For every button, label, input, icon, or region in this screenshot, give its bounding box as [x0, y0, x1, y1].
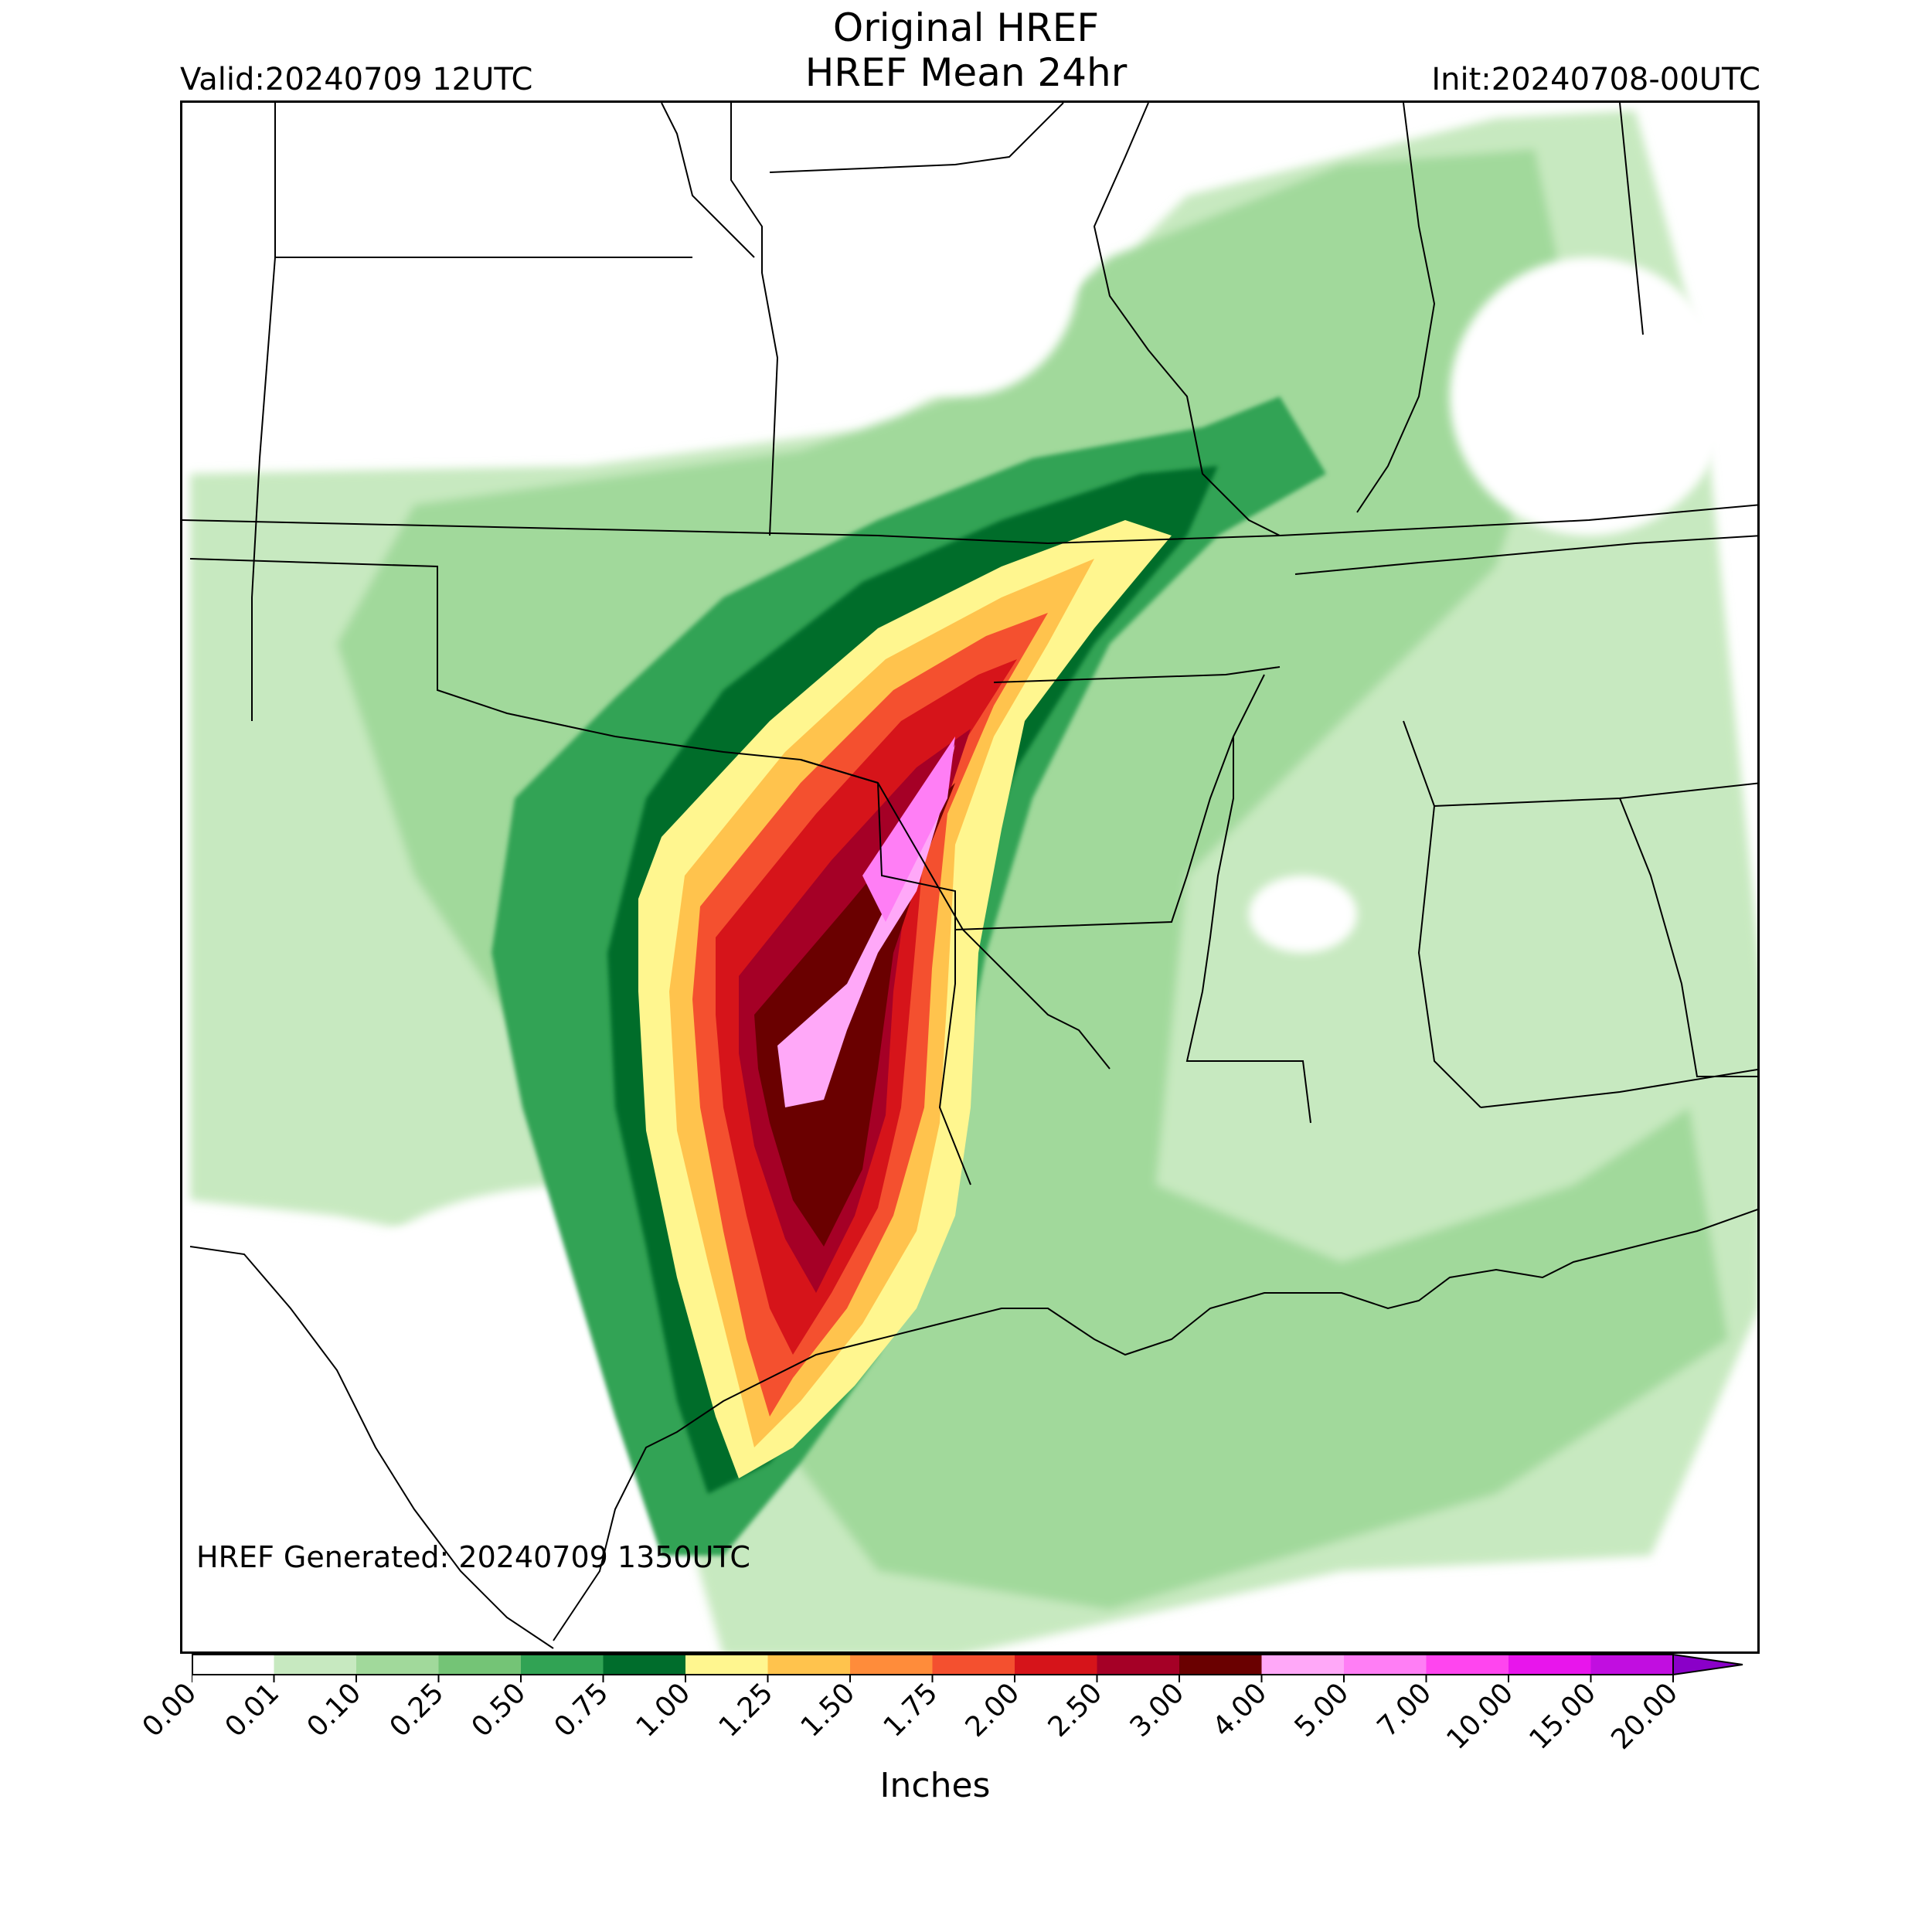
generated-time: HREF Generated: 20240709 1350UTC	[196, 1540, 750, 1574]
colorbar-tick-label: 7.00	[1371, 1677, 1437, 1743]
colorbar-tick-label: 0.25	[383, 1677, 450, 1743]
colorbar-tick-label: 0.00	[136, 1677, 203, 1743]
colorbar-segment	[356, 1655, 439, 1675]
colorbar-segment	[1590, 1655, 1673, 1675]
colorbar-tick-label: 4.00	[1206, 1677, 1273, 1743]
colorbar-tick-label: 5.00	[1288, 1677, 1355, 1743]
colorbar-tick-label: 2.00	[959, 1677, 1026, 1743]
colorbar-tick-label: 1.25	[713, 1677, 779, 1743]
colorbar-tick-label: 0.01	[219, 1677, 285, 1743]
map-annotation: HREF Generated: 20240709 1350UTC	[196, 1540, 750, 1574]
precipitation-map: HREF Generated: 20240709 1350UTC	[180, 100, 1760, 1654]
valid-time: Valid:20240709 12UTC	[180, 62, 533, 97]
colorbar-segment	[932, 1655, 1015, 1675]
colorbar-tick-label: 20.00	[1605, 1677, 1685, 1757]
colorbar-segment	[192, 1655, 274, 1675]
colorbar-segment	[1015, 1655, 1097, 1675]
colorbar-segment	[1509, 1655, 1591, 1675]
colorbar-tick-label: 1.00	[630, 1677, 697, 1743]
colorbar-tick-label: 0.75	[548, 1677, 614, 1743]
colorbar-tick-label: 10.00	[1440, 1677, 1520, 1757]
colorbar-extend-arrow	[1672, 1653, 1743, 1676]
colorbar-segment	[438, 1655, 521, 1675]
rain-band	[492, 396, 1326, 1556]
colorbar-segment	[1097, 1655, 1179, 1675]
colorbar-segment	[521, 1655, 604, 1675]
colorbar-tick-label: 1.50	[794, 1677, 862, 1743]
colorbar-tick-label: 1.75	[877, 1677, 944, 1743]
colorbar-tick-label: 2.50	[1042, 1677, 1108, 1743]
colorbar-segment	[1261, 1655, 1344, 1675]
colorbar	[192, 1653, 1743, 1682]
colorbar-segment	[1179, 1655, 1262, 1675]
state-boundaries	[182, 103, 1757, 1649]
colorbar-unit-label: Inches	[879, 1766, 991, 1805]
colorbar-tick-label: 0.10	[301, 1677, 368, 1743]
colorbar-segment	[767, 1655, 850, 1675]
colorbar-segment	[1344, 1655, 1427, 1675]
colorbar-tick-label: 3.00	[1124, 1677, 1191, 1743]
colorbar-segment	[850, 1655, 933, 1675]
colorbar-tick-label: 0.50	[465, 1677, 532, 1743]
init-time: Init:20240708-00UTC	[1431, 62, 1760, 97]
chart-title-line1: Original HREF	[832, 5, 1100, 50]
chart-title-line2: HREF Mean 24hr	[804, 50, 1128, 95]
colorbar-segment	[274, 1655, 356, 1675]
colorbar-segment	[685, 1655, 768, 1675]
map-canvas: HREF Generated: 20240709 1350UTC	[182, 103, 1757, 1651]
colorbar-segment	[603, 1655, 685, 1675]
colorbar-segment	[1426, 1655, 1509, 1675]
colorbar-tick-label: 15.00	[1522, 1677, 1602, 1757]
